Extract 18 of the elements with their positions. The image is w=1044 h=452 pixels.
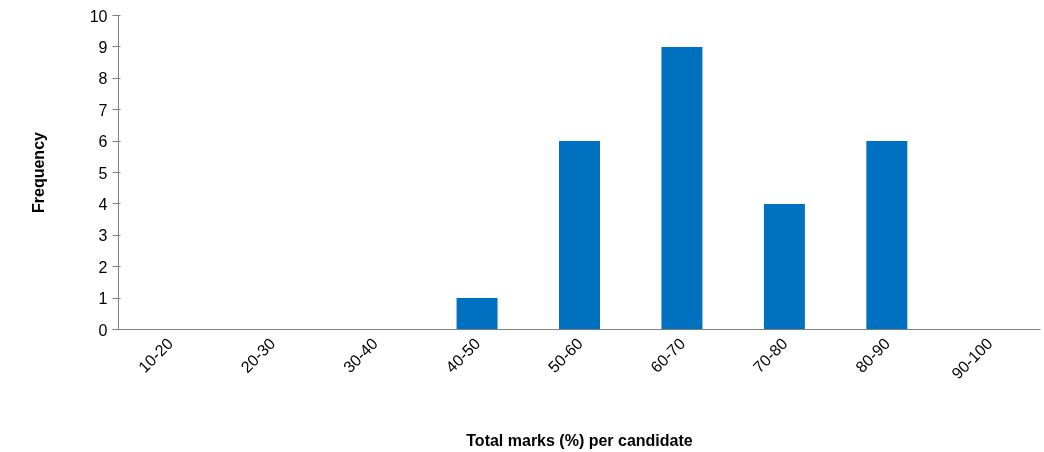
bar	[661, 46, 703, 330]
y-tick-label: 10	[89, 7, 108, 25]
y-axis-title: Frequency	[29, 131, 47, 213]
bar	[866, 141, 908, 330]
y-tick-label: 3	[98, 227, 108, 245]
x-axis-title: Total marks (%) per candidate	[466, 432, 693, 450]
y-tick-label: 8	[98, 70, 108, 88]
y-tick-label: 9	[98, 38, 108, 56]
y-tick-label: 1	[98, 290, 108, 308]
bar	[456, 298, 498, 330]
bar	[559, 141, 600, 330]
y-tick-label: 0	[98, 321, 108, 339]
y-tick-label: 7	[98, 101, 108, 119]
y-tick-label: 4	[98, 195, 108, 213]
y-tick-label: 5	[98, 164, 108, 182]
y-tick-label: 2	[98, 258, 108, 276]
y-tick-label: 6	[98, 133, 108, 151]
bar	[763, 203, 805, 330]
